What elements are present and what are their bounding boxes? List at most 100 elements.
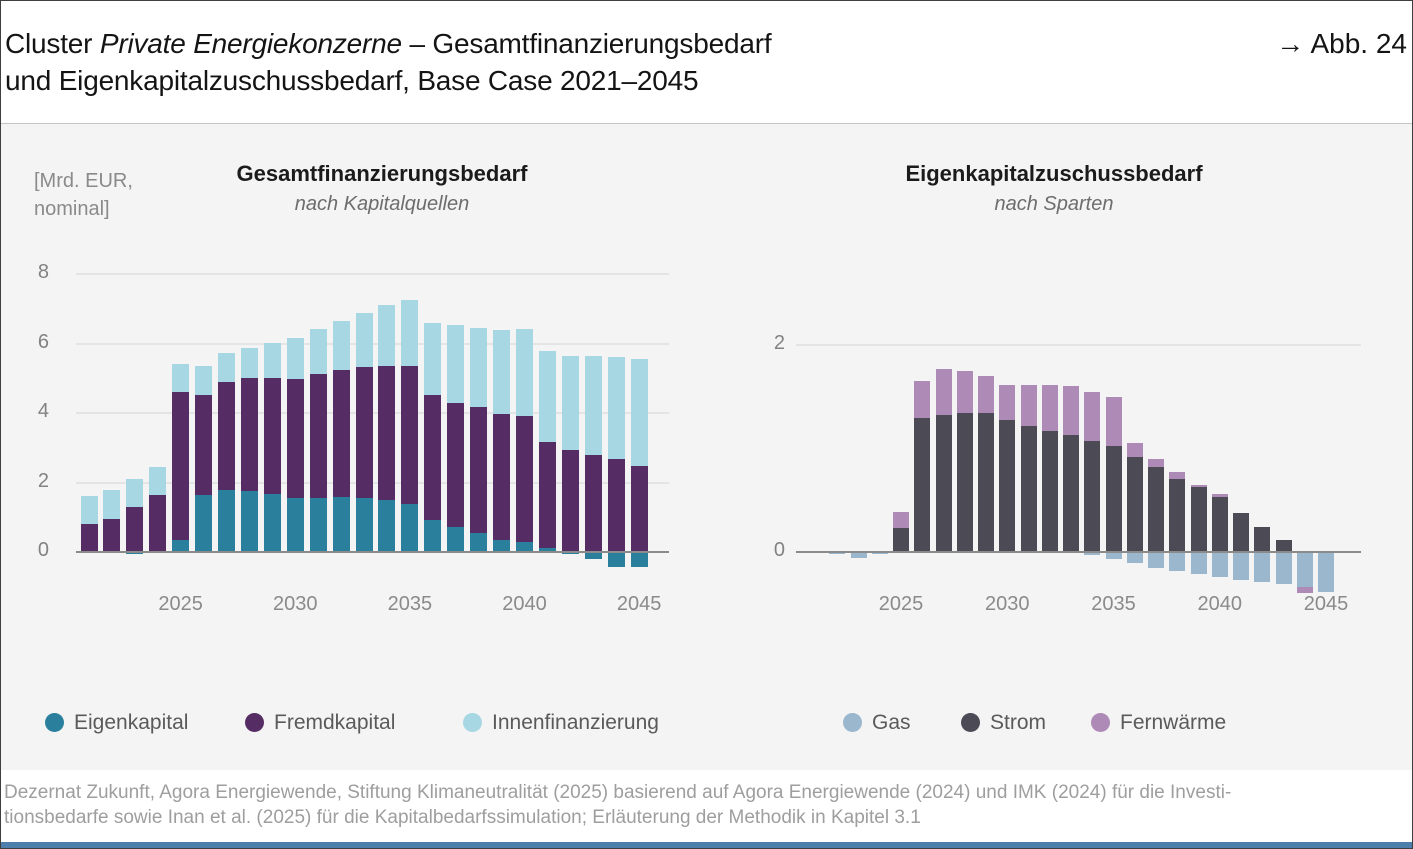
title-prefix: Cluster bbox=[5, 28, 100, 59]
bar-segment-fernwärme-2039 bbox=[1190, 484, 1207, 487]
unit-label: [Mrd. EUR, nominal] bbox=[34, 167, 133, 223]
bar-segment-fernwärme-2044 bbox=[1296, 587, 1313, 594]
y-axis-tick-label: 0 bbox=[773, 539, 785, 561]
bar-segment-fernwärme-2028 bbox=[956, 370, 973, 414]
bar-segment-gas-2034 bbox=[1084, 552, 1101, 556]
legend-dot-eigenkapital bbox=[45, 713, 64, 732]
legend-label-fernwärme: Fernwärme bbox=[1120, 711, 1227, 734]
bar-segment-strom-2031 bbox=[1020, 425, 1037, 552]
bar-segment-eigenkapital-2025 bbox=[172, 539, 190, 552]
bar-segment-fremdkapital-2036 bbox=[424, 395, 442, 521]
bar-segment-fernwärme-2031 bbox=[1020, 385, 1037, 426]
bar-segment-gas-2035 bbox=[1105, 552, 1122, 560]
bar-segment-eigenkapital-2023 bbox=[126, 552, 144, 555]
bar-segment-innenfinanzierung-2035 bbox=[401, 300, 419, 367]
bar-segment-strom-2032 bbox=[1041, 430, 1058, 552]
y-axis-tick-label: 4 bbox=[37, 400, 49, 422]
x-axis-tick-label: 2030 bbox=[985, 593, 1030, 615]
bar-segment-innenfinanzierung-2024 bbox=[149, 466, 167, 496]
bar-segment-fremdkapital-2041 bbox=[538, 441, 556, 548]
figure-title-line2: und Eigenkapitalzuschussbedarf, Base Cas… bbox=[5, 65, 699, 96]
x-axis-tick-label: 2035 bbox=[1091, 593, 1136, 615]
legend-item-fremdkapital: Fremdkapital bbox=[245, 711, 395, 735]
bar-segment-fernwärme-2032 bbox=[1041, 385, 1058, 431]
bar-segment-eigenkapital-2042 bbox=[561, 552, 579, 555]
bar-segment-gas-2044 bbox=[1296, 552, 1313, 588]
title-separator bbox=[1, 123, 1412, 124]
bar-segment-gas-2042 bbox=[1254, 552, 1271, 582]
x-axis-tick-label: 2030 bbox=[273, 593, 318, 615]
legend-dot-fremdkapital bbox=[245, 713, 264, 732]
source-note-line1: Dezernat Zukunft, Agora Energiewende, St… bbox=[4, 782, 1232, 803]
bar-segment-fremdkapital-2026 bbox=[195, 394, 213, 496]
bar-segment-eigenkapital-2034 bbox=[378, 499, 396, 552]
bar-segment-innenfinanzierung-2027 bbox=[218, 352, 236, 383]
bar-segment-innenfinanzierung-2030 bbox=[286, 337, 304, 379]
bar-segment-fernwärme-2027 bbox=[935, 368, 952, 416]
y-axis-tick-label: 8 bbox=[37, 261, 49, 283]
bar-segment-gas-2041 bbox=[1233, 552, 1249, 580]
legend-item-strom: Strom bbox=[961, 711, 1046, 735]
bar-segment-eigenkapital-2036 bbox=[424, 520, 442, 552]
bar-segment-fremdkapital-2031 bbox=[309, 373, 327, 498]
bar-segment-fremdkapital-2035 bbox=[401, 366, 419, 504]
bar-segment-fremdkapital-2025 bbox=[172, 392, 190, 540]
bar-segment-innenfinanzierung-2026 bbox=[195, 366, 213, 395]
bar-segment-eigenkapital-2032 bbox=[332, 497, 350, 552]
bar-segment-fremdkapital-2037 bbox=[447, 402, 465, 527]
bar-segment-gas-2023 bbox=[850, 552, 867, 559]
bar-segment-fernwärme-2025 bbox=[893, 511, 909, 529]
y-axis-tick-label: 6 bbox=[37, 330, 49, 353]
bar-segment-fremdkapital-2042 bbox=[561, 450, 579, 552]
bar-segment-eigenkapital-2026 bbox=[195, 495, 213, 552]
bar-segment-fernwärme-2035 bbox=[1105, 396, 1122, 447]
figure-title-line1: Cluster Private Energiekonzerne – Gesamt… bbox=[5, 25, 1255, 62]
bar-segment-innenfinanzierung-2033 bbox=[355, 312, 373, 368]
bar-segment-fremdkapital-2039 bbox=[493, 414, 511, 540]
bar-segment-fernwärme-2038 bbox=[1169, 472, 1186, 479]
figure-reference: → Abb. 24 bbox=[1276, 28, 1407, 59]
bar-segment-strom-2026 bbox=[914, 418, 931, 552]
bar-segment-strom-2027 bbox=[935, 415, 952, 552]
bar-segment-fernwärme-2026 bbox=[914, 381, 931, 419]
bar-segment-innenfinanzierung-2042 bbox=[561, 356, 579, 451]
bar-segment-strom-2028 bbox=[956, 413, 973, 552]
right-chart-title-main: Eigenkapitalzuschussbedarf bbox=[905, 161, 1203, 186]
x-axis-tick-label: 2035 bbox=[387, 593, 433, 615]
bar-segment-eigenkapital-2041 bbox=[538, 547, 556, 552]
bar-segment-fremdkapital-2034 bbox=[378, 366, 396, 500]
bar-segment-strom-2036 bbox=[1126, 456, 1143, 552]
bar-segment-strom-2041 bbox=[1233, 512, 1249, 552]
bar-segment-innenfinanzierung-2043 bbox=[584, 356, 602, 455]
bar-segment-innenfinanzierung-2045 bbox=[630, 358, 648, 467]
legend-label-strom: Strom bbox=[990, 711, 1047, 734]
bar-segment-eigenkapital-2045 bbox=[630, 552, 648, 567]
title-suffix: – Gesamtfinanzierungsbedarf bbox=[401, 28, 772, 59]
bar-segment-eigenkapital-2037 bbox=[447, 526, 465, 552]
bar-segment-fremdkapital-2024 bbox=[149, 495, 167, 552]
legend-item-innenfinanzierung: Innenfinanzierung bbox=[463, 711, 659, 735]
bar-segment-fernwärme-2040 bbox=[1211, 494, 1228, 498]
bar-segment-fernwärme-2036 bbox=[1126, 443, 1143, 457]
bar-segment-eigenkapital-2031 bbox=[309, 497, 327, 552]
x-axis-line bbox=[76, 551, 669, 553]
legend-item-eigenkapital: Eigenkapital bbox=[45, 711, 188, 735]
x-axis-tick-label: 2040 bbox=[502, 593, 547, 615]
y-axis-tick-label: 2 bbox=[773, 332, 785, 354]
bar-segment-gas-2039 bbox=[1190, 552, 1207, 574]
y-axis-tick-label: 2 bbox=[37, 469, 49, 492]
bar-segment-fremdkapital-2021 bbox=[80, 523, 98, 552]
legend-dot-innenfinanzierung bbox=[463, 713, 482, 732]
bar-segment-eigenkapital-2030 bbox=[286, 497, 304, 552]
bar-segment-fernwärme-2029 bbox=[978, 376, 994, 414]
bar-segment-strom-2035 bbox=[1105, 446, 1122, 552]
bar-segment-gas-2036 bbox=[1126, 552, 1143, 564]
bar-segment-innenfinanzierung-2041 bbox=[538, 351, 556, 442]
bar-segment-innenfinanzierung-2037 bbox=[447, 325, 465, 403]
bar-segment-gas-2024 bbox=[871, 552, 888, 555]
figure-title: Cluster Private Energiekonzerne – Gesamt… bbox=[5, 25, 1255, 99]
bar-segment-gas-2037 bbox=[1148, 552, 1164, 568]
bar-segment-fremdkapital-2027 bbox=[218, 382, 236, 491]
